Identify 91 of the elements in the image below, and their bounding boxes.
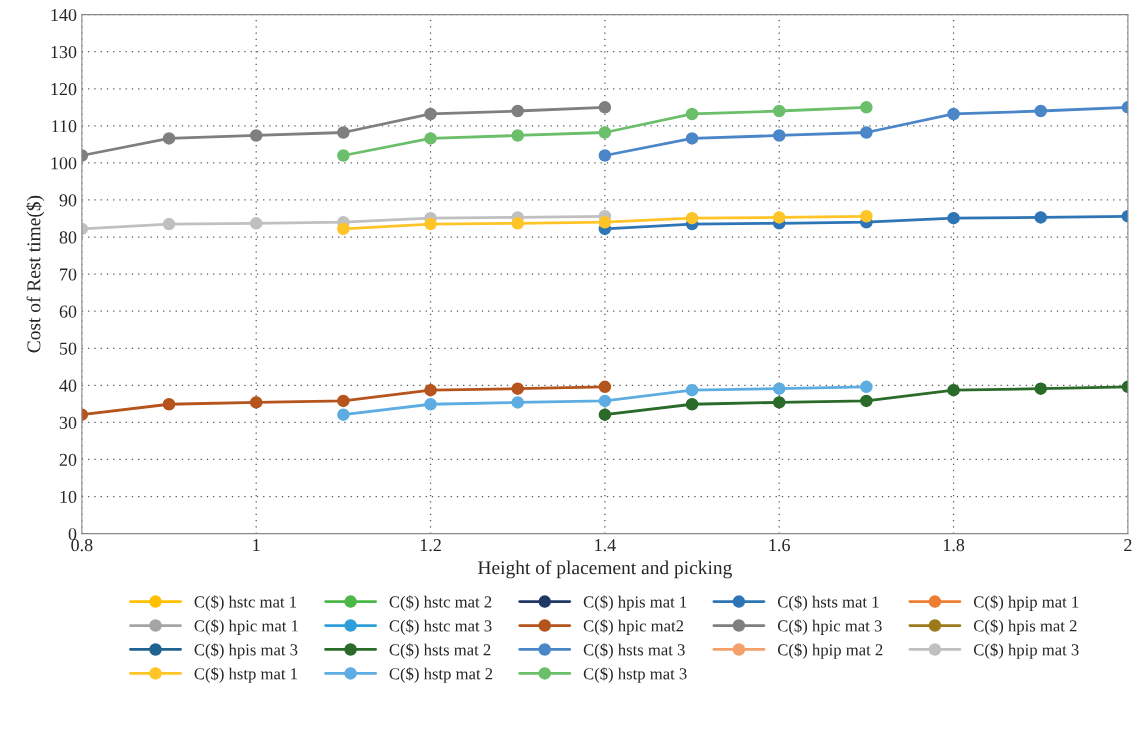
- legend-label: C($) hstc mat 1: [194, 595, 297, 611]
- point: [511, 217, 524, 230]
- point: [772, 211, 786, 224]
- x-tick-label: 1.8: [943, 539, 965, 552]
- y-tick-label: 120: [51, 83, 77, 96]
- point: [162, 217, 176, 231]
- y-tick-label: 90: [59, 194, 77, 207]
- point: [1034, 382, 1047, 395]
- y-tick-label: 100: [51, 157, 77, 170]
- y-tick-label: 140: [51, 8, 77, 22]
- point: [424, 383, 437, 397]
- y-tick-label: 20: [59, 453, 77, 466]
- legend-label: C($) hsts mat 1: [777, 595, 879, 611]
- y-tick-label: 130: [51, 45, 77, 59]
- y-tick-label: 50: [60, 342, 77, 355]
- point: [598, 101, 612, 114]
- point: [337, 149, 350, 162]
- point: [249, 129, 263, 142]
- point: [424, 217, 437, 231]
- y-tick-label: 80: [59, 231, 77, 244]
- point: [598, 394, 612, 408]
- point: [947, 383, 960, 397]
- point: [511, 382, 524, 395]
- point: [772, 129, 786, 142]
- point: [511, 129, 524, 142]
- x-tick-label: 2: [1124, 539, 1132, 552]
- legend-label: C($) hpic mat 3: [777, 619, 882, 635]
- point: [424, 107, 437, 121]
- point: [772, 396, 786, 409]
- point: [337, 222, 350, 236]
- point: [685, 211, 699, 225]
- point: [249, 396, 263, 409]
- legend-label: C($) hstp mat 3: [583, 667, 687, 683]
- y-axis-title: Cost of Rest time($): [26, 195, 45, 353]
- legend-label: C($) hstp mat 1: [194, 667, 298, 683]
- point: [685, 107, 699, 121]
- point: [947, 211, 960, 225]
- point: [337, 394, 350, 408]
- legend-label: C($) hpis mat 2: [973, 619, 1077, 635]
- y-tick-label: 110: [52, 120, 77, 133]
- y-tick-label: 60: [59, 305, 77, 318]
- y-tick-label: 10: [60, 490, 77, 503]
- point: [860, 394, 873, 408]
- legend-label: C($) hstp mat 2: [389, 667, 493, 683]
- point: [511, 396, 524, 409]
- point: [162, 132, 176, 145]
- point: [685, 132, 699, 145]
- point: [860, 126, 873, 139]
- point: [598, 126, 612, 139]
- point: [249, 217, 263, 230]
- x-axis-title: Height of placement and picking: [478, 560, 732, 579]
- legend-label: C($) hpic mat 1: [194, 619, 298, 635]
- legend-label: C($) hpis mat 1: [583, 595, 687, 611]
- point: [1034, 211, 1047, 224]
- y-tick-label: 0: [68, 527, 77, 541]
- point: [772, 382, 786, 395]
- point: [685, 397, 699, 411]
- point: [947, 107, 960, 121]
- legend-label: C($) hpip mat 2: [777, 643, 883, 659]
- point: [162, 397, 176, 411]
- legend-label: C($) hpic mat2: [583, 619, 684, 635]
- y-tick-label: 70: [60, 268, 77, 281]
- point: [772, 104, 786, 118]
- point: [424, 397, 437, 411]
- y-tick-label: 40: [59, 379, 77, 392]
- point: [598, 408, 612, 421]
- point: [337, 126, 350, 139]
- point: [511, 104, 524, 118]
- x-tick-label: 1.2: [420, 539, 441, 552]
- legend-label: C($) hsts mat 2: [389, 643, 491, 659]
- legend-label: C($) hstc mat 3: [389, 619, 492, 635]
- legend-label: C($) hpip mat 3: [973, 643, 1079, 659]
- point: [860, 380, 873, 394]
- legend-label: C($) hsts mat 3: [583, 643, 685, 659]
- x-tick-label: 0.8: [71, 539, 93, 552]
- point: [598, 215, 612, 229]
- legend-label: C($) hstc mat 2: [389, 595, 492, 611]
- x-tick-label: 1: [253, 539, 260, 552]
- point: [337, 408, 350, 421]
- legend-label: C($) hpis mat 3: [194, 643, 298, 659]
- x-tick-label: 1.4: [595, 539, 616, 552]
- y-tick-label: 30: [59, 416, 77, 429]
- point: [860, 101, 873, 114]
- point: [1034, 104, 1047, 118]
- point: [685, 383, 699, 397]
- point: [598, 380, 612, 394]
- point: [598, 149, 612, 162]
- x-tick-label: 1.6: [769, 539, 790, 552]
- point: [424, 132, 437, 145]
- point: [860, 210, 873, 223]
- legend-label: C($) hpip mat 1: [973, 595, 1079, 611]
